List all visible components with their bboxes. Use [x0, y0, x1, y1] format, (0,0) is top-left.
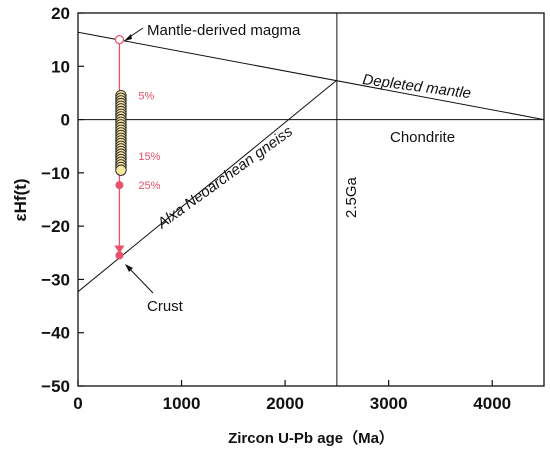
- y-tick-label: 0: [61, 111, 70, 130]
- annotation-crust: Crust: [147, 298, 184, 315]
- y-tick-label: −20: [41, 217, 70, 236]
- arrow-mantle: [124, 27, 144, 41]
- y-tick-label: 10: [51, 57, 70, 76]
- y-tick-label: −30: [41, 270, 70, 289]
- x-tick-label: 0: [73, 394, 82, 413]
- annotation-chondrite: Chondrite: [390, 129, 455, 146]
- arrow-crust: [125, 264, 154, 294]
- y-tick-label: −50: [41, 377, 70, 396]
- mixing-arrowhead: [114, 245, 125, 254]
- annotation-2-5ga: 2.5Ga: [343, 176, 360, 218]
- x-tick-label: 1000: [163, 394, 201, 413]
- x-tick-label: 4000: [473, 394, 511, 413]
- mixing-mark-3: [115, 181, 124, 190]
- x-tick-label: 3000: [370, 394, 408, 413]
- y-tick-label: −40: [41, 324, 70, 343]
- endpoint-mantle-derived-magma: [114, 35, 125, 45]
- annotation-depleted-mantle: Depleted mantle: [361, 71, 472, 102]
- annotation-alxa-neoarchean-gneiss: Alxa Neoarchean gneiss: [154, 123, 297, 233]
- y-axis-label: εHf(t): [11, 179, 30, 222]
- x-tick-label: 2000: [266, 394, 304, 413]
- plot-frame: [77, 12, 545, 387]
- annotation-mantle-derived-magma: Mantle-derived magma: [147, 22, 301, 39]
- mixing-mark-label: 25%: [138, 180, 160, 192]
- mixing-mark-label: 15%: [138, 151, 160, 163]
- y-tick-label: −10: [41, 164, 70, 183]
- x-axis-label: Zircon U-Pb age（Ma）: [228, 429, 394, 447]
- reference-line-depleted-mantle: [78, 31, 544, 121]
- endpoint-crust: [115, 251, 124, 260]
- data-point: [115, 164, 127, 176]
- mixing-mark-label: 5%: [138, 91, 154, 103]
- y-tick-label: 20: [51, 4, 70, 23]
